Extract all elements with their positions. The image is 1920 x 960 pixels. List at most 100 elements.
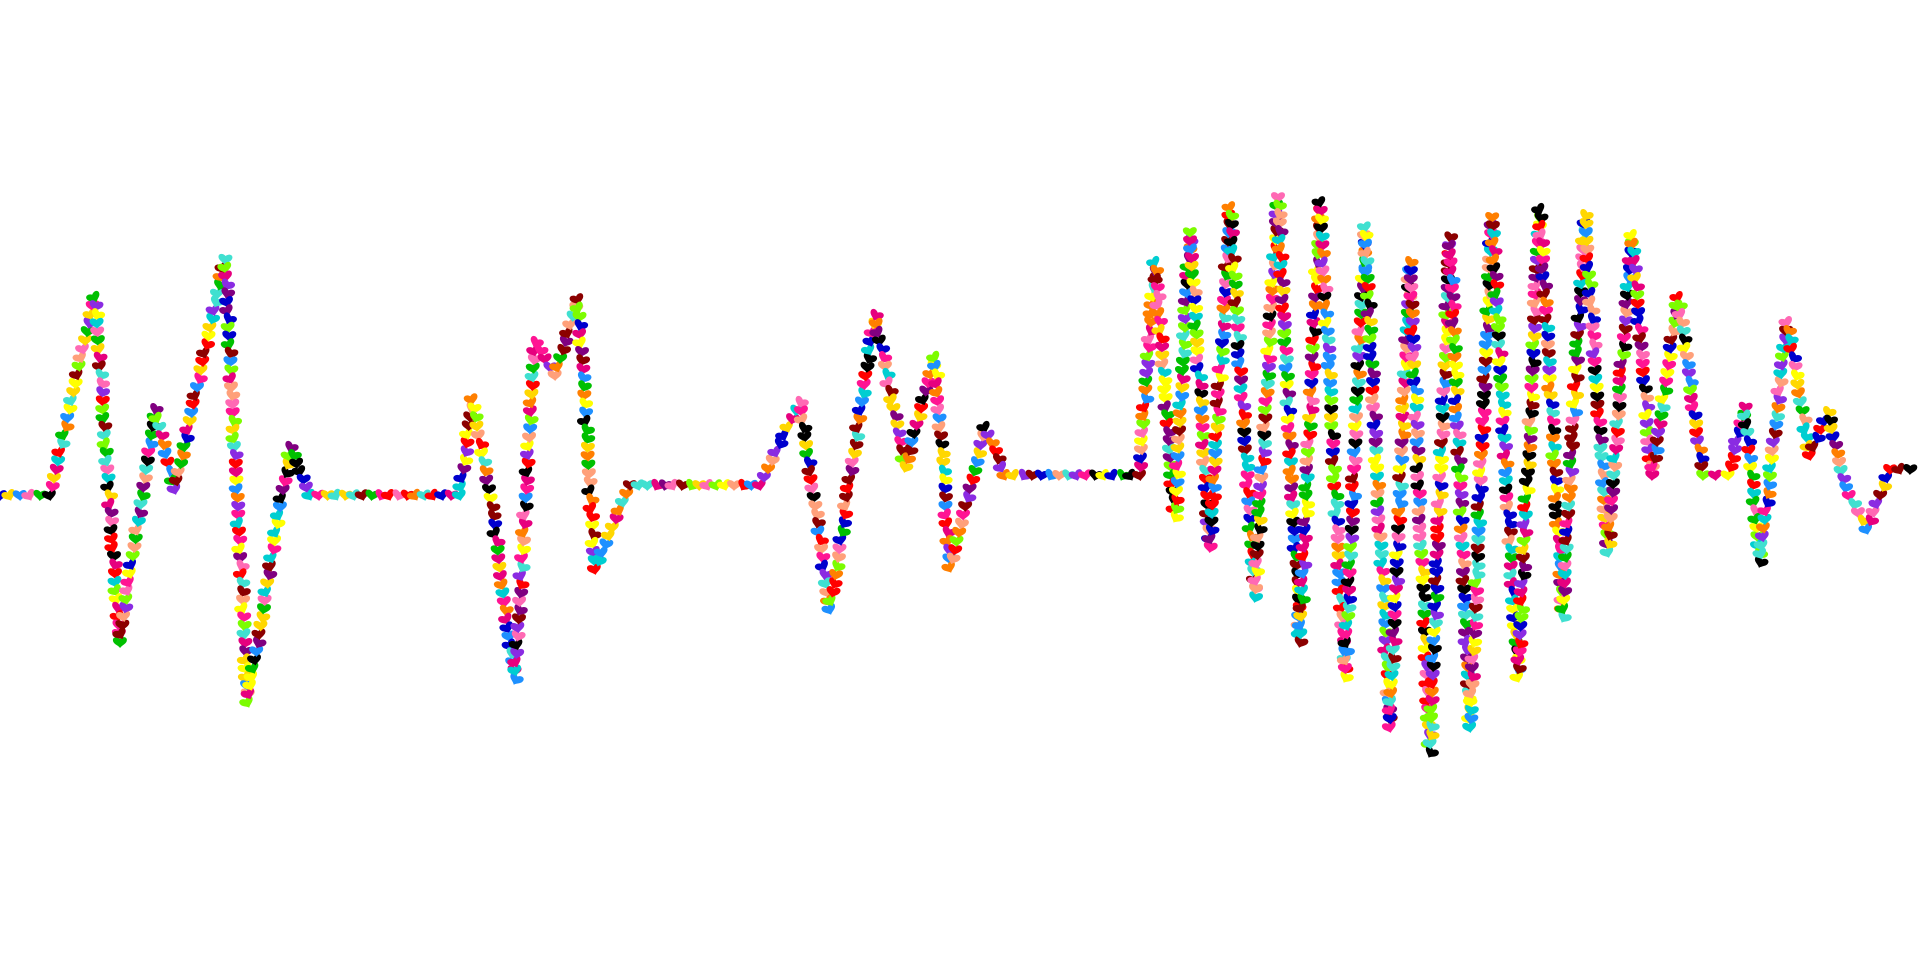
heart-dot [221,278,236,291]
heart-dot [1281,371,1295,383]
heart-dot [1210,422,1225,434]
heart-dot [1170,510,1184,523]
heart-dot [1262,327,1276,340]
heart-dot [1757,504,1771,517]
heart-dot [1575,302,1589,315]
heart-dot [1566,380,1581,392]
heart-dot [1168,459,1183,471]
heart-dot [1454,454,1468,467]
heart-dot [1485,212,1500,223]
heart-dot [1189,285,1203,298]
heart-dot [1903,463,1918,475]
heart-dot [1785,333,1799,346]
heart-dot [219,304,233,316]
heart-dot [1654,392,1669,405]
heart-dot [1696,451,1710,464]
heart-dot [291,465,306,477]
heart-dot [1541,381,1555,394]
heart-dot [1590,391,1605,403]
heart-dot [1294,636,1309,648]
heart-dot [1360,273,1375,285]
heart-dot [46,473,61,484]
heart-dot [1360,256,1375,268]
heart-dot [1640,434,1654,447]
heart-dot [1513,662,1527,675]
heart-dot [1475,441,1490,453]
heart-dot [1745,495,1760,508]
heart-dot [1487,228,1501,240]
heart-dot [1469,610,1484,623]
heart-dot [72,351,86,364]
heart-dot [1587,365,1602,377]
heart-dot [1558,610,1572,623]
heart-dot [1208,430,1222,443]
heart-dot [1240,470,1255,482]
heart-dot [1298,480,1312,493]
heart-dot [1253,463,1268,476]
heart-dot [986,437,1000,449]
heart-dot [1394,445,1408,458]
heart-dot [202,321,217,334]
heart-dot [1416,583,1431,595]
heart-dot [1172,398,1186,411]
heart-dot [467,402,482,414]
heart-dot [1403,265,1418,277]
heart-dot [459,427,473,440]
heart-dot [510,621,525,634]
heart-dot [581,459,596,471]
heart-dot [1570,328,1584,341]
heart-dot [524,388,539,400]
heart-dot [1247,574,1261,586]
heart-dot [1565,414,1580,427]
heart-dot [599,538,614,550]
heart-dot [1472,567,1486,580]
heart-dot [1631,307,1646,319]
heart-dot [956,509,971,521]
heart-dot [1418,565,1432,578]
heart-dot [218,253,233,265]
heart-dot [301,488,315,501]
heart-dot [576,354,591,366]
heart-dot [1263,336,1278,348]
heart-dot [1878,480,1893,492]
heart-dot [1172,407,1187,420]
heart-dot [1330,558,1344,571]
heart-dot [1471,526,1486,538]
heart-dot [1278,362,1293,375]
heart-dot [837,499,851,511]
heart-dot [1284,474,1299,486]
heart-dot [1427,600,1441,612]
heart-dot [1527,389,1541,402]
heart-dot [832,559,846,572]
heart-dot [1315,230,1330,243]
heart-dot [1468,636,1483,648]
heart-dot [1195,438,1209,451]
heart-dot [181,431,195,444]
heart-dot [144,429,159,441]
heart-dot [281,466,295,479]
heart-dot [101,497,115,510]
heart-dot [166,483,181,495]
heart-dot [1405,350,1419,363]
heart-dot [1611,409,1626,421]
heart-dot [1283,404,1298,417]
heart-dot [1275,251,1290,263]
heart-dot [1299,454,1314,467]
heart-dot [1425,695,1440,707]
heart-dot [490,545,505,556]
heart-dot [1411,513,1426,526]
heart-dot [1346,515,1360,528]
heart-dot [1324,404,1339,416]
heart-dot [1286,516,1301,529]
heart-dot [220,321,235,334]
heart-dot [1343,541,1357,554]
heart-dot [1385,626,1400,639]
heart-dot [577,389,592,401]
heart-dot [1330,498,1345,511]
heart-dot [231,500,246,513]
heart-dot [238,637,253,649]
heart-dot [1305,307,1320,320]
heart-dot [1211,362,1225,375]
heart-dot [1737,418,1752,430]
heart-dot [1285,507,1299,520]
